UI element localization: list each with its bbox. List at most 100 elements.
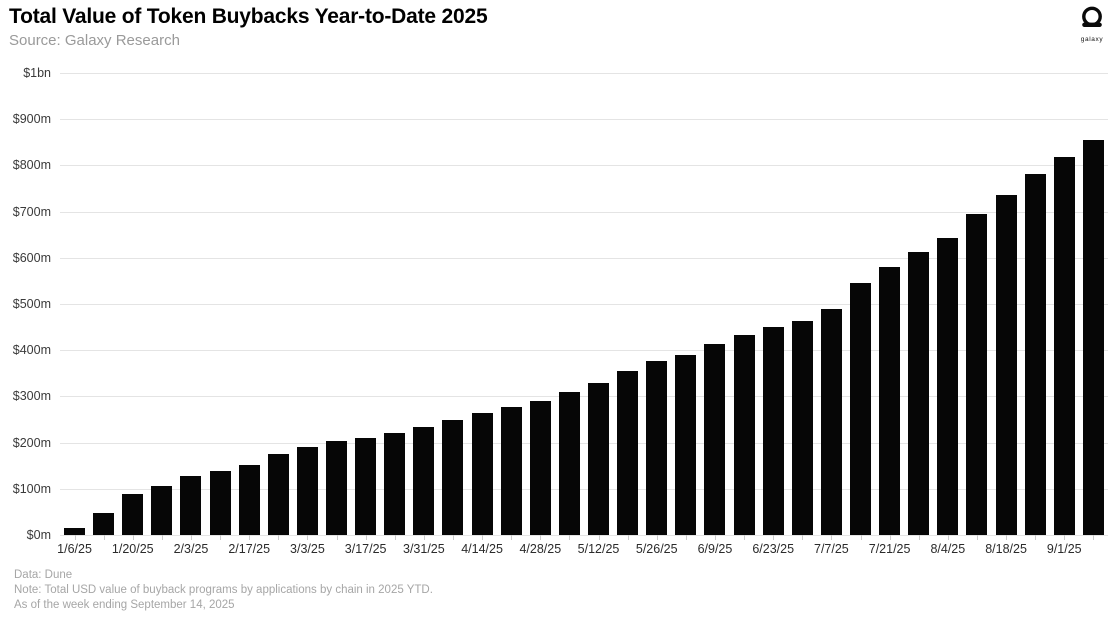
x-axis-tick — [394, 535, 396, 540]
bar — [500, 406, 522, 535]
x-axis-tick-label: 5/26/25 — [635, 542, 678, 556]
bar — [1082, 139, 1104, 535]
gridline — [60, 442, 1108, 444]
galaxy-logo-text: galaxy — [1080, 36, 1104, 43]
x-axis-line — [60, 535, 1108, 536]
source-line: Source: Galaxy Research — [9, 32, 180, 49]
gridline — [60, 396, 1108, 398]
x-axis-tick — [482, 535, 484, 540]
y-axis-tick-label: $200m — [12, 435, 51, 450]
y-axis-tick-label: $300m — [12, 389, 51, 404]
bar-slot — [206, 73, 235, 540]
x-axis-tick — [161, 535, 163, 540]
x-axis-tick — [365, 535, 367, 540]
bar-slot: 6/9/25 — [698, 73, 732, 556]
x-axis-tick-label: 6/9/25 — [697, 542, 733, 556]
bar-slot — [438, 73, 467, 540]
y-axis-tick-label: $500m — [12, 297, 51, 311]
footer-note: Note: Total USD value of buyback program… — [14, 584, 433, 596]
x-axis-tick — [656, 535, 658, 540]
x-axis-tick — [132, 535, 134, 540]
bar — [93, 513, 115, 535]
bar — [238, 464, 260, 535]
bar — [791, 320, 813, 535]
galaxy-logo: galaxy — [1075, 5, 1109, 43]
y-axis-tick-label: $900m — [12, 112, 51, 127]
bar-slot — [322, 73, 351, 540]
x-axis-tick — [744, 535, 746, 540]
bar — [1024, 173, 1046, 535]
chart-header: Total Value of Token Buybacks Year-to-Da… — [9, 5, 488, 49]
bar-slot — [788, 73, 817, 540]
bar — [1053, 156, 1075, 535]
x-axis-tick — [249, 535, 251, 540]
x-axis-tick-label: 1/6/25 — [57, 542, 92, 556]
bar-slot — [962, 73, 991, 540]
x-axis-tick — [976, 535, 978, 540]
bar — [908, 251, 930, 535]
footer-asof: As of the week ending September 14, 2025 — [14, 599, 235, 611]
bar-slot: 3/17/25 — [345, 73, 387, 556]
x-axis-tick-label: 4/14/25 — [461, 542, 503, 556]
bar-slot: 8/4/25 — [930, 73, 965, 556]
bar — [646, 361, 668, 535]
x-axis-tick — [220, 535, 222, 540]
bar — [355, 437, 377, 535]
x-axis-tick — [802, 535, 804, 540]
x-axis-tick-label: 7/7/25 — [814, 542, 849, 556]
x-axis-tick — [685, 535, 687, 540]
bar — [64, 528, 86, 535]
x-axis-tick-label: 4/28/25 — [519, 542, 562, 556]
x-axis-tick-label: 9/1/25 — [1046, 542, 1082, 556]
y-axis-tick-label: $800m — [12, 158, 51, 173]
bar — [762, 327, 784, 535]
x-axis-tick — [598, 535, 600, 540]
gridline — [60, 211, 1108, 213]
x-axis-tick — [1064, 535, 1066, 540]
bar — [675, 354, 697, 535]
y-axis-tick-label: $700m — [12, 204, 51, 219]
bar — [617, 370, 639, 535]
bars-layer: 1/6/25 1/20/25 2/3/25 2/17/25 3/3/25 3/17/25 3… — [57, 73, 1108, 556]
bar — [588, 382, 610, 535]
x-axis-tick-label: 1/20/25 — [111, 542, 154, 556]
bar-slot: 6/23/25 — [752, 73, 794, 556]
gridline — [60, 165, 1108, 167]
bar-slot: 2/17/25 — [228, 73, 270, 556]
bar — [937, 238, 959, 535]
bar-slot: 2/3/25 — [174, 73, 208, 556]
bar-slot: 5/26/25 — [636, 73, 678, 556]
bar-slot — [1021, 73, 1050, 540]
bar — [995, 194, 1017, 535]
bar-slot — [730, 73, 759, 540]
bar — [180, 476, 202, 535]
gridline — [60, 488, 1108, 490]
bar — [384, 433, 406, 535]
x-axis-tick — [1093, 535, 1095, 540]
x-axis-tick-label: 3/3/25 — [290, 542, 325, 556]
x-axis-tick-label: 3/31/25 — [403, 542, 445, 556]
x-axis-tick-label: 5/12/25 — [577, 542, 620, 556]
bar-slot: 7/7/25 — [814, 73, 849, 556]
bar — [529, 401, 551, 535]
x-axis-tick — [511, 535, 513, 540]
bar-slot — [1079, 73, 1108, 540]
gridline — [60, 350, 1108, 352]
x-axis-tick — [627, 535, 629, 540]
x-axis-tick — [336, 535, 338, 540]
x-axis-tick — [103, 535, 105, 540]
bar-slot: 4/28/25 — [519, 73, 561, 556]
bar — [733, 334, 755, 535]
x-axis-tick — [74, 535, 76, 540]
y-axis-tick-label: $0m — [26, 528, 51, 542]
bar — [413, 427, 435, 535]
x-axis-tick — [1035, 535, 1037, 540]
bar-slot — [497, 73, 526, 540]
bar-slot: 3/31/25 — [403, 73, 445, 556]
x-axis-tick — [714, 535, 716, 540]
bar — [850, 282, 871, 535]
bar — [966, 214, 988, 535]
galaxy-logo-icon — [1079, 6, 1105, 34]
page-title: Total Value of Token Buybacks Year-to-Da… — [9, 5, 488, 28]
x-axis-tick — [860, 535, 862, 540]
